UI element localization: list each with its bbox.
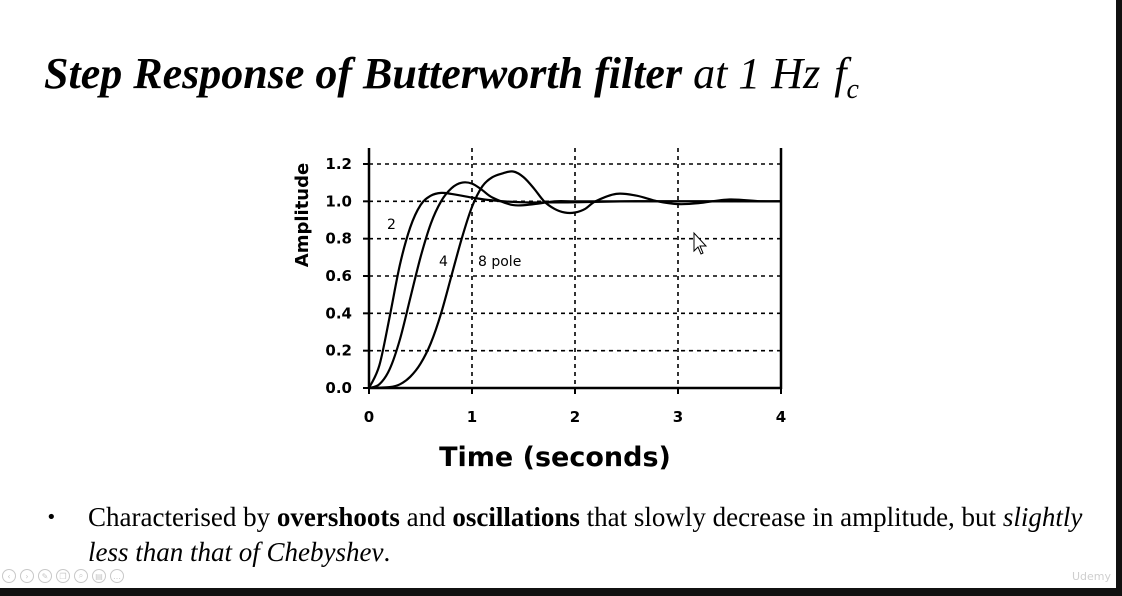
- bullet-text-1: Characterised by: [88, 502, 277, 532]
- menu-icon[interactable]: ▤: [92, 569, 106, 583]
- y-tick-label: 0.6: [325, 267, 352, 285]
- title-f-subscript: c: [846, 74, 859, 105]
- curve-label-2: 2: [387, 217, 396, 233]
- x-tick-label: 1: [467, 408, 477, 426]
- title-main: Step Response of Butterworth filter: [44, 49, 683, 98]
- copy-icon[interactable]: ❐: [56, 569, 70, 583]
- y-tick-label: 0.4: [325, 304, 352, 322]
- zoom-icon[interactable]: ⌕: [74, 569, 88, 583]
- x-axis-title: Time (seconds): [439, 442, 671, 473]
- series-layer: [368, 170, 782, 390]
- curve-label-8-pole: 8 pole: [478, 254, 521, 270]
- window-right-edge: [1116, 0, 1122, 596]
- more-icon[interactable]: …: [110, 569, 124, 583]
- udemy-watermark: Udemy: [1072, 570, 1112, 583]
- y-tick-label: 1.0: [325, 192, 352, 210]
- cursor-icon: [693, 231, 708, 255]
- player-controls: ‹ › ✎ ❐ ⌕ ▤ …: [2, 569, 124, 583]
- bullet-text-3: that slowly decrease in amplitude, but: [579, 502, 1003, 532]
- prev-icon[interactable]: ‹: [2, 569, 16, 583]
- labels-layer: 0.0 0.2 0.4 0.6 0.8 1.0 1.2 0 1 2 3 4: [325, 155, 786, 426]
- y-tick-label: 0.0: [325, 379, 352, 397]
- grid-layer: [369, 148, 781, 388]
- series-line-2: [368, 181, 781, 390]
- y-tick-label: 1.2: [325, 155, 352, 173]
- window-bottom-edge: [0, 588, 1122, 596]
- pen-icon[interactable]: ✎: [38, 569, 52, 583]
- axes-layer: [363, 148, 783, 394]
- bullet-item: • Characterised by overshoots and oscill…: [46, 500, 1088, 570]
- curve-label-4: 4: [439, 254, 448, 270]
- bullet-bold-oscillations: oscillations: [452, 502, 580, 532]
- bullet-bold-overshoots: overshoots: [276, 502, 400, 532]
- title-f: f: [834, 49, 847, 98]
- y-tick-label: 0.8: [325, 230, 352, 248]
- series-line-3: [368, 170, 782, 390]
- slide-title: Step Response of Butterworth filter at 1…: [44, 44, 859, 120]
- y-tick-label: 0.2: [325, 342, 352, 360]
- bullet-icon: •: [46, 507, 57, 528]
- x-tick-label: 3: [673, 408, 683, 426]
- bullet-list: • Characterised by overshoots and oscill…: [46, 500, 1088, 570]
- bullet-text-2: and: [399, 502, 453, 532]
- x-tick-label: 4: [776, 408, 786, 426]
- x-tick-label: 0: [364, 408, 374, 426]
- title-cutoff-symbol: fc: [834, 49, 859, 105]
- x-tick-label: 2: [570, 408, 580, 426]
- play-icon[interactable]: ›: [20, 569, 34, 583]
- bullet-text-4: .: [383, 537, 391, 567]
- bullet-italic-chebyshev: slightly less than that of Chebyshev: [88, 502, 1083, 567]
- y-axis-title: Amplitude: [292, 163, 313, 267]
- title-frequency: at 1 Hz: [693, 49, 821, 98]
